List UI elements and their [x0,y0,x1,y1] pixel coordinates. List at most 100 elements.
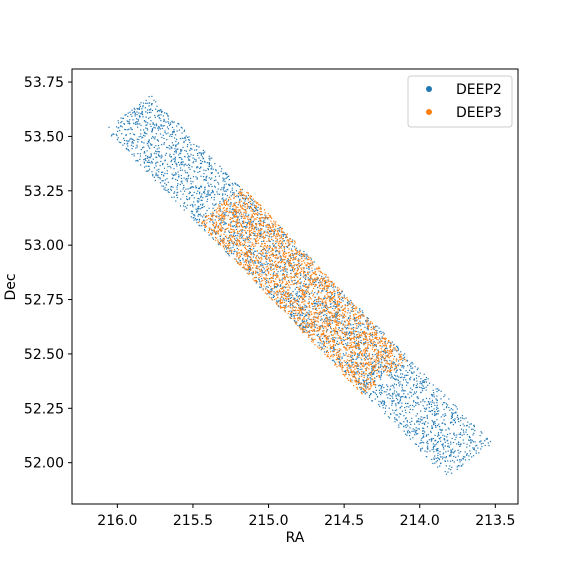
data-point [463,425,465,427]
data-point [425,435,427,437]
data-point [319,267,321,270]
data-point [175,178,177,181]
data-point [128,121,130,123]
data-point [333,289,335,291]
data-point [246,252,248,254]
data-point [224,223,226,225]
data-point [241,253,243,256]
data-point [259,210,261,213]
data-point [267,226,269,229]
data-point [265,215,267,217]
data-point [211,172,213,174]
data-point [341,362,343,364]
data-point [271,264,273,266]
data-point [255,208,258,210]
data-point [312,339,314,341]
data-point [409,427,411,429]
data-point [260,232,262,234]
data-point [170,160,172,163]
data-point [326,349,328,352]
data-point [411,395,413,397]
data-point [353,371,356,374]
data-point [383,403,385,405]
data-point [480,440,482,442]
data-point [120,117,122,119]
data-point [388,357,390,359]
data-point [249,253,252,255]
data-point [351,346,353,349]
data-point [317,297,320,299]
data-point [155,161,157,163]
data-point [338,295,340,298]
data-point [239,215,241,217]
data-point [271,252,273,254]
data-point [250,261,252,263]
data-point [319,297,321,300]
data-point [424,410,426,412]
data-point [317,335,319,338]
data-point [392,377,395,379]
data-point [318,313,320,315]
data-point [176,194,178,196]
data-point [389,397,391,400]
data-point [154,179,156,182]
data-point [267,250,269,252]
data-point [277,276,279,278]
data-point [269,240,271,243]
data-point [456,459,458,461]
data-point [242,226,244,229]
data-point [230,247,232,249]
data-point [325,306,327,308]
data-point [137,120,140,122]
data-point [242,222,245,224]
data-point [286,275,288,278]
data-point [145,102,147,104]
data-point [297,325,299,327]
data-point [127,140,129,142]
data-point [284,311,287,313]
data-point [340,299,343,301]
data-point [365,353,367,355]
data-point [230,195,232,197]
data-point [383,333,385,335]
data-point [231,249,233,252]
data-point [219,235,221,238]
data-point [299,313,301,316]
data-point [133,139,135,142]
data-point [304,309,307,311]
data-point [246,203,248,205]
data-point [150,154,152,156]
data-point [372,366,374,368]
data-point [252,198,254,200]
data-point [314,313,316,315]
data-point [449,460,452,462]
data-point [442,414,444,416]
data-point [270,290,272,292]
data-point [336,312,339,315]
data-point [191,166,193,168]
data-point [315,316,317,318]
data-point [249,233,251,235]
data-point [285,236,287,239]
data-point [405,379,407,381]
data-point [375,365,377,367]
data-point [219,207,222,209]
data-point [142,136,144,138]
data-point [375,329,377,332]
data-point [332,351,334,353]
data-point [184,155,186,158]
data-point [321,282,323,284]
data-point [341,306,343,308]
data-point [342,332,344,335]
data-point [267,225,269,227]
data-point [211,197,213,199]
data-point [170,147,173,149]
data-point [258,223,261,225]
data-point [469,453,472,455]
data-point [384,401,386,404]
data-point [257,214,259,216]
data-point [300,308,302,310]
data-point [438,389,440,391]
data-point [363,379,365,381]
data-point [165,121,167,123]
